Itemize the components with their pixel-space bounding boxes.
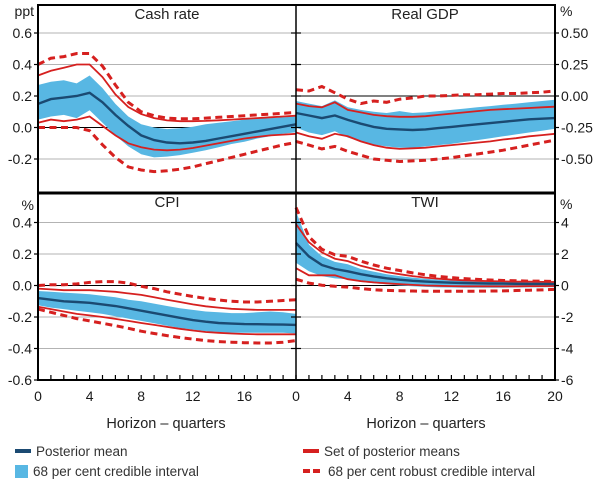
legend-robust-credible-interval: 68 per cent robust credible interval — [303, 463, 535, 479]
legend-credible-interval-label: 68 per cent credible interval — [33, 463, 199, 479]
posterior-mean-swatch — [15, 449, 31, 453]
y-axis-unit-bottom-left: % — [21, 197, 34, 213]
y-tick-label: 0.2 — [13, 246, 33, 262]
x-tick-label: 8 — [396, 388, 404, 404]
x-tick-label: 16 — [237, 388, 253, 404]
x-tick-label: 16 — [495, 388, 511, 404]
set-means-upper-line — [295, 101, 556, 118]
x-tick-label: 20 — [547, 388, 563, 404]
legend-set-of-posterior-means: Set of posterior means — [303, 443, 460, 459]
legend-set-of-posterior-means-label: Set of posterior means — [324, 443, 460, 459]
x-axis-label-right: Horizon – quarters — [366, 416, 486, 432]
y-tick-label: -0.4 — [8, 341, 32, 357]
y-tick-label: -4 — [561, 341, 574, 357]
posterior-mean-line — [37, 296, 297, 327]
y-tick-label: 0 — [561, 278, 569, 294]
y-axis-unit-bottom-right: % — [560, 196, 573, 212]
y-tick-label: 0.50 — [561, 25, 588, 41]
y-tick-label: 0.2 — [13, 88, 33, 104]
x-tick-label: 0 — [292, 388, 300, 404]
y-axis-unit-top-left: ppt — [14, 3, 34, 19]
legend-posterior-mean-label: Posterior mean — [36, 443, 128, 459]
robust-ci-lower-line — [295, 277, 556, 293]
robust-credible-interval-swatch — [303, 469, 323, 473]
robust-ci-upper-line — [37, 52, 297, 121]
x-tick-label: 12 — [185, 388, 201, 404]
set-means-lower-line — [295, 267, 556, 288]
x-tick-label: 4 — [344, 388, 352, 404]
y-tick-label: -0.25 — [561, 120, 593, 136]
posterior-mean-line — [295, 111, 556, 132]
posterior-mean-line — [37, 91, 297, 145]
y-tick-label: -0.6 — [8, 372, 32, 388]
posterior-mean-line — [295, 242, 556, 286]
legend-credible-interval: 68 per cent credible interval — [15, 463, 199, 479]
set-means-upper-line — [37, 287, 296, 311]
panel-title-real-gdp: Real GDP — [391, 6, 459, 23]
y-axis-unit-top-right: % — [560, 3, 573, 19]
credible-interval-band — [38, 75, 296, 158]
set-means-lower-line — [295, 131, 556, 150]
set-means-upper-line — [295, 223, 556, 283]
y-tick-label: 2 — [561, 246, 569, 262]
y-tick-label: 0.0 — [13, 120, 33, 136]
y-tick-label: 0.4 — [13, 215, 33, 231]
y-tick-label: 0.0 — [13, 278, 33, 294]
panel-title-cash-rate: Cash rate — [134, 6, 200, 23]
robust-ci-upper-line — [295, 84, 556, 106]
robust-ci-lower-line — [295, 138, 556, 164]
x-tick-label: 8 — [137, 388, 145, 404]
panel-title-twi: TWI — [411, 194, 439, 211]
y-tick-label: -0.2 — [8, 309, 32, 325]
y-tick-label: -0.2 — [8, 151, 32, 167]
legend-robust-credible-interval-label: 68 per cent robust credible interval — [328, 463, 536, 479]
y-tick-label: -2 — [561, 309, 574, 325]
y-tick-label: 0.25 — [561, 57, 588, 73]
set-of-posterior-means-swatch — [303, 449, 319, 453]
legend-posterior-mean: Posterior mean — [15, 443, 128, 459]
set-means-lower-line — [37, 305, 296, 336]
y-tick-label: 0.00 — [561, 88, 588, 104]
x-tick-label: 12 — [444, 388, 460, 404]
set-means-upper-line — [37, 63, 297, 123]
x-tick-label: 0 — [34, 388, 42, 404]
x-tick-label: 4 — [86, 388, 94, 404]
y-tick-label: 4 — [561, 215, 569, 231]
y-tick-label: -0.50 — [561, 151, 593, 167]
credible-interval-swatch — [15, 464, 28, 478]
y-tick-label: -6 — [561, 372, 574, 388]
credible-interval-band — [296, 99, 555, 148]
x-axis-label-left: Horizon – quarters — [106, 416, 226, 432]
set-means-lower-line — [37, 115, 297, 152]
y-tick-label: 0.4 — [13, 57, 33, 73]
robust-ci-upper-line — [37, 280, 297, 304]
panel-title-cpi: CPI — [154, 194, 180, 211]
robust-ci-lower-line — [37, 307, 297, 345]
robust-ci-lower-line — [38, 126, 297, 174]
y-tick-label: 0.6 — [13, 25, 33, 41]
